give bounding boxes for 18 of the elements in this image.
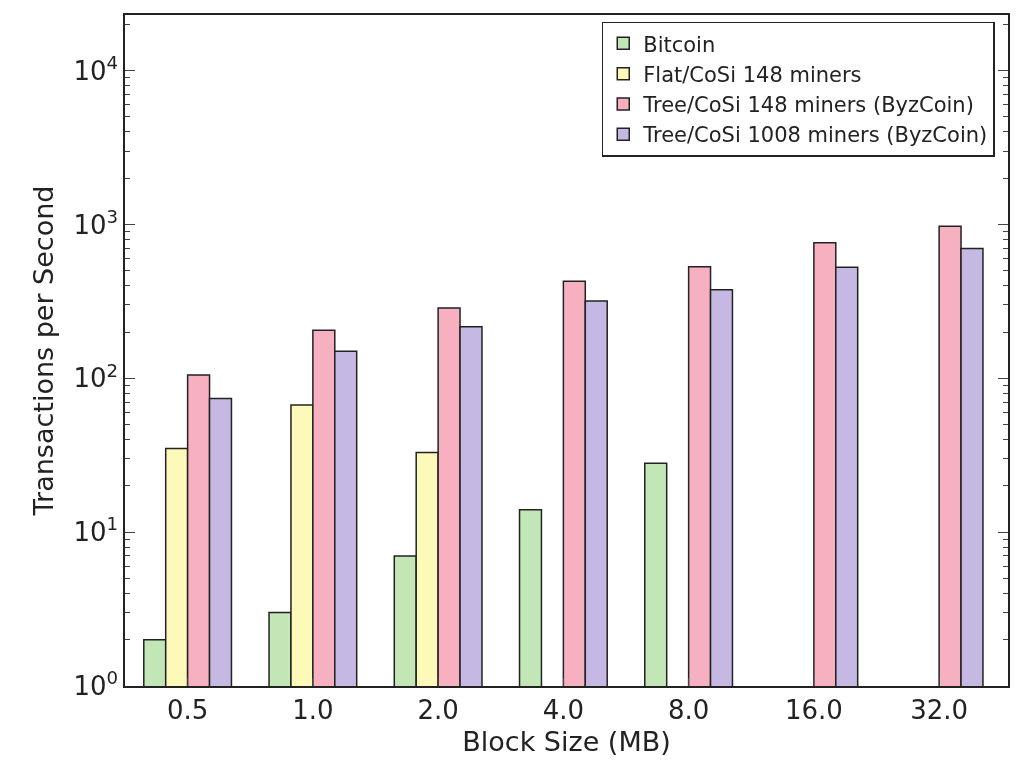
- x-tick-label: 0.5: [166, 694, 209, 725]
- y-tick-label: 10$^{1}$: [73, 513, 119, 548]
- legend-label: Bitcoin: [643, 32, 716, 57]
- x-tick-label: 1.0: [292, 694, 334, 725]
- x-tick-label: 16.0: [784, 694, 843, 725]
- x-axis-title: Block Size (MB): [462, 725, 671, 757]
- x-tick-label: 32.0: [910, 694, 969, 725]
- legend-label: Tree/CoSi 148 miners (ByzCoin): [642, 93, 974, 118]
- legend-label: Flat/CoSi 148 miners: [643, 62, 862, 87]
- x-tick-label: 4.0: [542, 694, 585, 725]
- y-axis-title: Transactions per Second: [27, 185, 59, 517]
- y-tick-label: 10$^{3}$: [73, 205, 119, 240]
- x-tick-label: 2.0: [417, 694, 459, 725]
- legend-label: Tree/CoSi 1008 miners (ByzCoin): [642, 123, 988, 148]
- x-tick-label: 8.0: [667, 694, 710, 725]
- y-tick-label: 10$^{4}$: [73, 51, 119, 86]
- y-tick-label: 10$^{0}$: [73, 667, 119, 702]
- y-tick-label: 10$^{2}$: [73, 359, 119, 394]
